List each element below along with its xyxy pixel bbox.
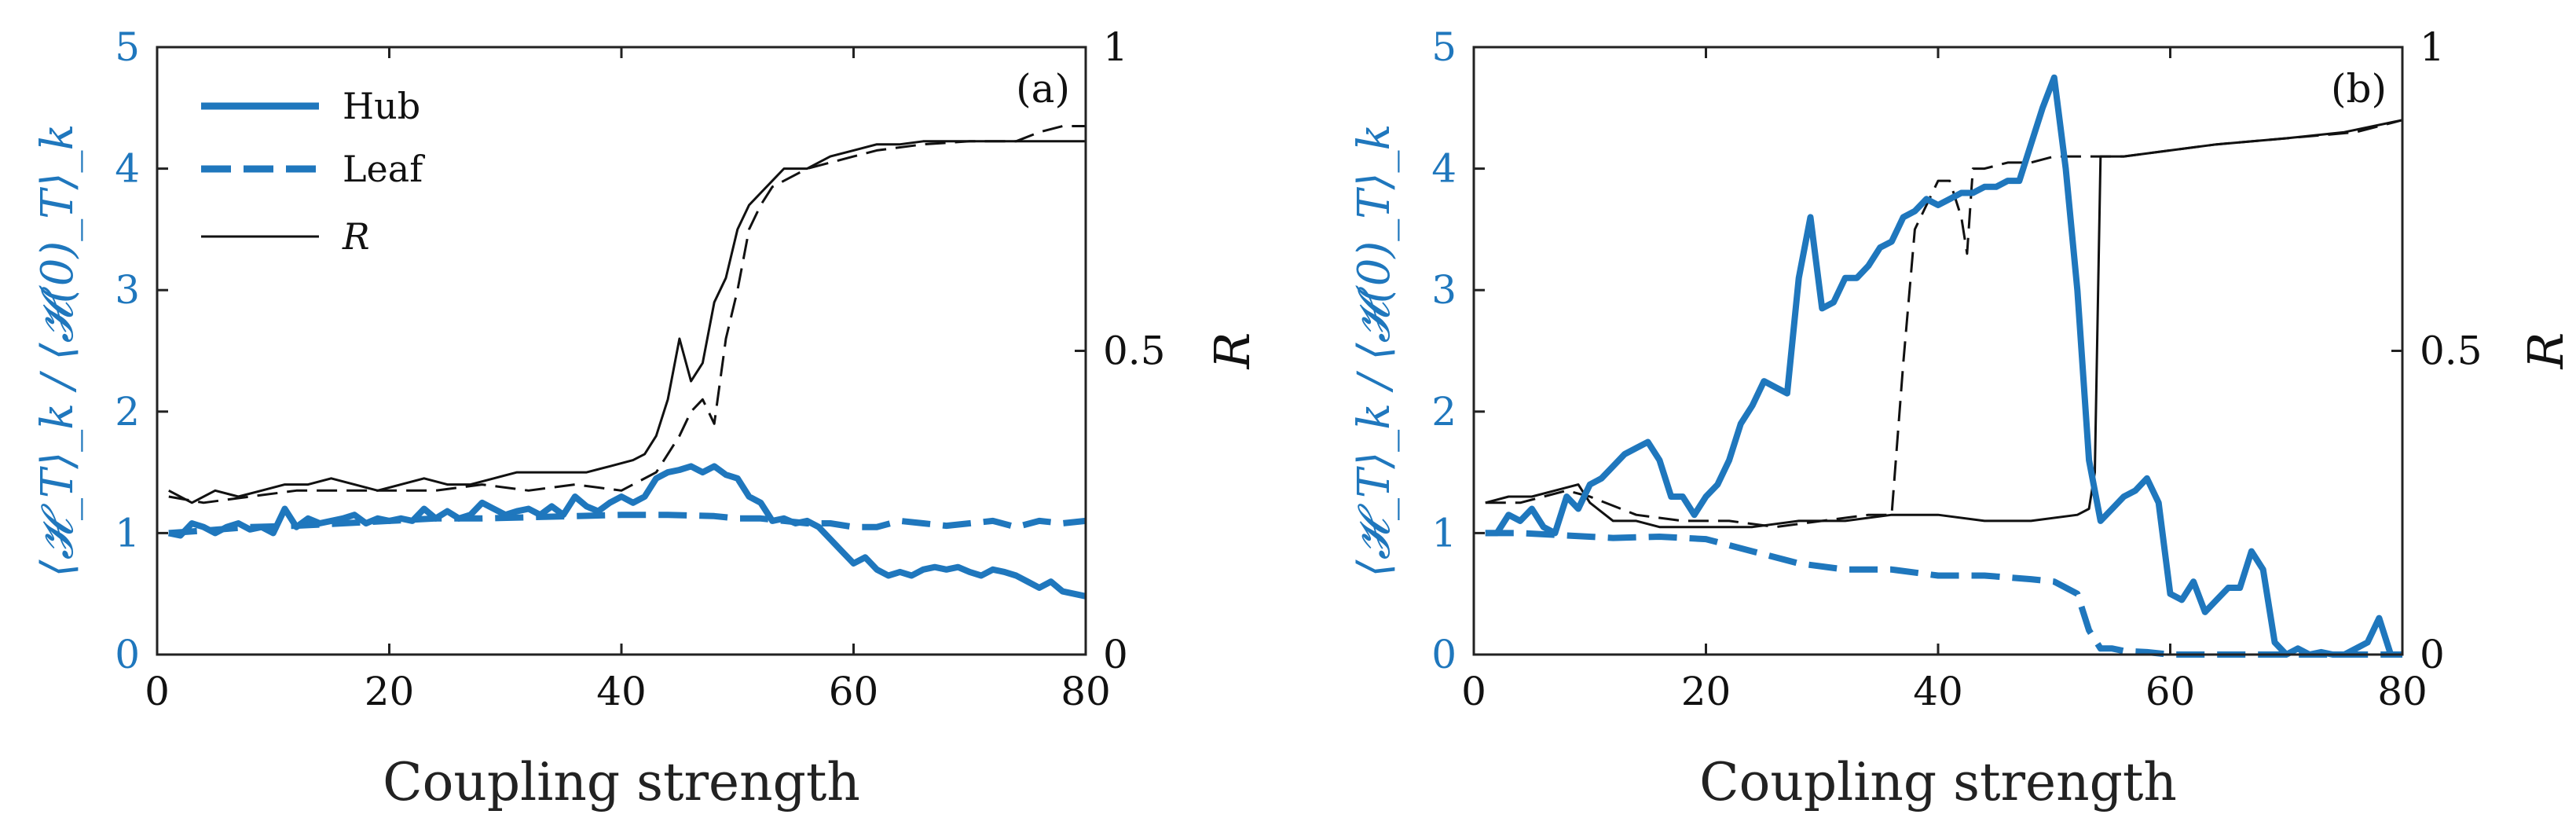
panel-a-label: (a)	[1016, 66, 1070, 112]
panel-a-x-tick-label: 40	[596, 669, 647, 714]
panel-a-right-tick-label: 0	[1103, 632, 1128, 677]
legend: Hub Leaf R	[174, 60, 434, 261]
panel-a-x-tick-label: 20	[365, 669, 415, 714]
panel-b-left-tick-label: 3	[1431, 267, 1457, 313]
panel-a-left-tick-label: 0	[115, 632, 140, 677]
panel-a-series-hub	[167, 463, 1086, 600]
panel-a-left-tick-label: 4	[115, 146, 140, 192]
panel-b-right-tick-label: 0	[2420, 632, 2445, 677]
panel-b-series-r-alt	[1485, 119, 2403, 529]
panel-b-left-tick-label: 5	[1431, 24, 1457, 70]
panel-a-x-tick-label: 0	[145, 669, 170, 714]
panel-a-series-r	[168, 140, 1086, 504]
panel-b-left-tick-label: 0	[1431, 632, 1457, 677]
panel-a-left-axis-label: ⟨𝓗_T⟩_k / ⟨𝓗(0)_T⟩_k	[32, 124, 83, 578]
panel-b-right-axis-label: R	[2517, 332, 2574, 370]
panel-a-left-tick-label: 1	[115, 510, 140, 556]
panel-a-left-tick-label: 5	[115, 24, 140, 70]
panel-b-x-tick-label: 80	[2377, 669, 2428, 714]
panel-a-left-tick-label: 2	[115, 389, 140, 435]
panel-a-series-leaf	[168, 512, 1086, 537]
panel-a-series-r-alt	[168, 125, 1086, 504]
legend-box	[174, 60, 434, 261]
panel-a-right-tick-label: 0.5	[1103, 328, 1166, 374]
panel-b-left-tick-label: 4	[1431, 146, 1457, 192]
panel-a-left-tick-label: 3	[115, 267, 140, 313]
panel-b-x-tick-label: 20	[1681, 669, 1731, 714]
panel-b-left-tick-label: 2	[1431, 389, 1457, 435]
panel-b-x-tick-label: 40	[1913, 669, 1963, 714]
panel-a-right-axis-label: R	[1204, 332, 1261, 370]
panel-a-x-tick-label: 60	[829, 669, 879, 714]
panel-b-left-axis-label: ⟨𝓗_T⟩_k / ⟨𝓗(0)_T⟩_k	[1349, 124, 1400, 578]
panel-b-x-tick-label: 0	[1461, 669, 1486, 714]
panel-b-axes-box	[1472, 46, 2404, 656]
panel-b-x-tick-label: 60	[2145, 669, 2196, 714]
panel-b-x-axis-label: Coupling strength	[1699, 752, 2177, 812]
panel-b-series-leaf	[1485, 530, 2402, 658]
panel-a-series	[167, 125, 1086, 600]
panel-b-right-tick-label: 1	[2420, 24, 2445, 70]
panel-a-x-axis-label: Coupling strength	[383, 752, 860, 812]
panel-b-right-tick-label: 0.5	[2420, 328, 2483, 374]
panel-b-series-hub	[1485, 74, 2402, 658]
legend-r-label: R	[342, 215, 370, 258]
panel-b-left-tick-label: 1	[1431, 510, 1457, 556]
panel-b-series	[1485, 74, 2403, 658]
legend-leaf-label: Leaf	[343, 148, 425, 190]
panel-a-right-tick-label: 1	[1103, 24, 1128, 70]
panel-a-x-tick-label: 80	[1061, 669, 1111, 714]
legend-hub-label: Hub	[343, 85, 420, 127]
panel-b-label: (b)	[2331, 66, 2387, 112]
